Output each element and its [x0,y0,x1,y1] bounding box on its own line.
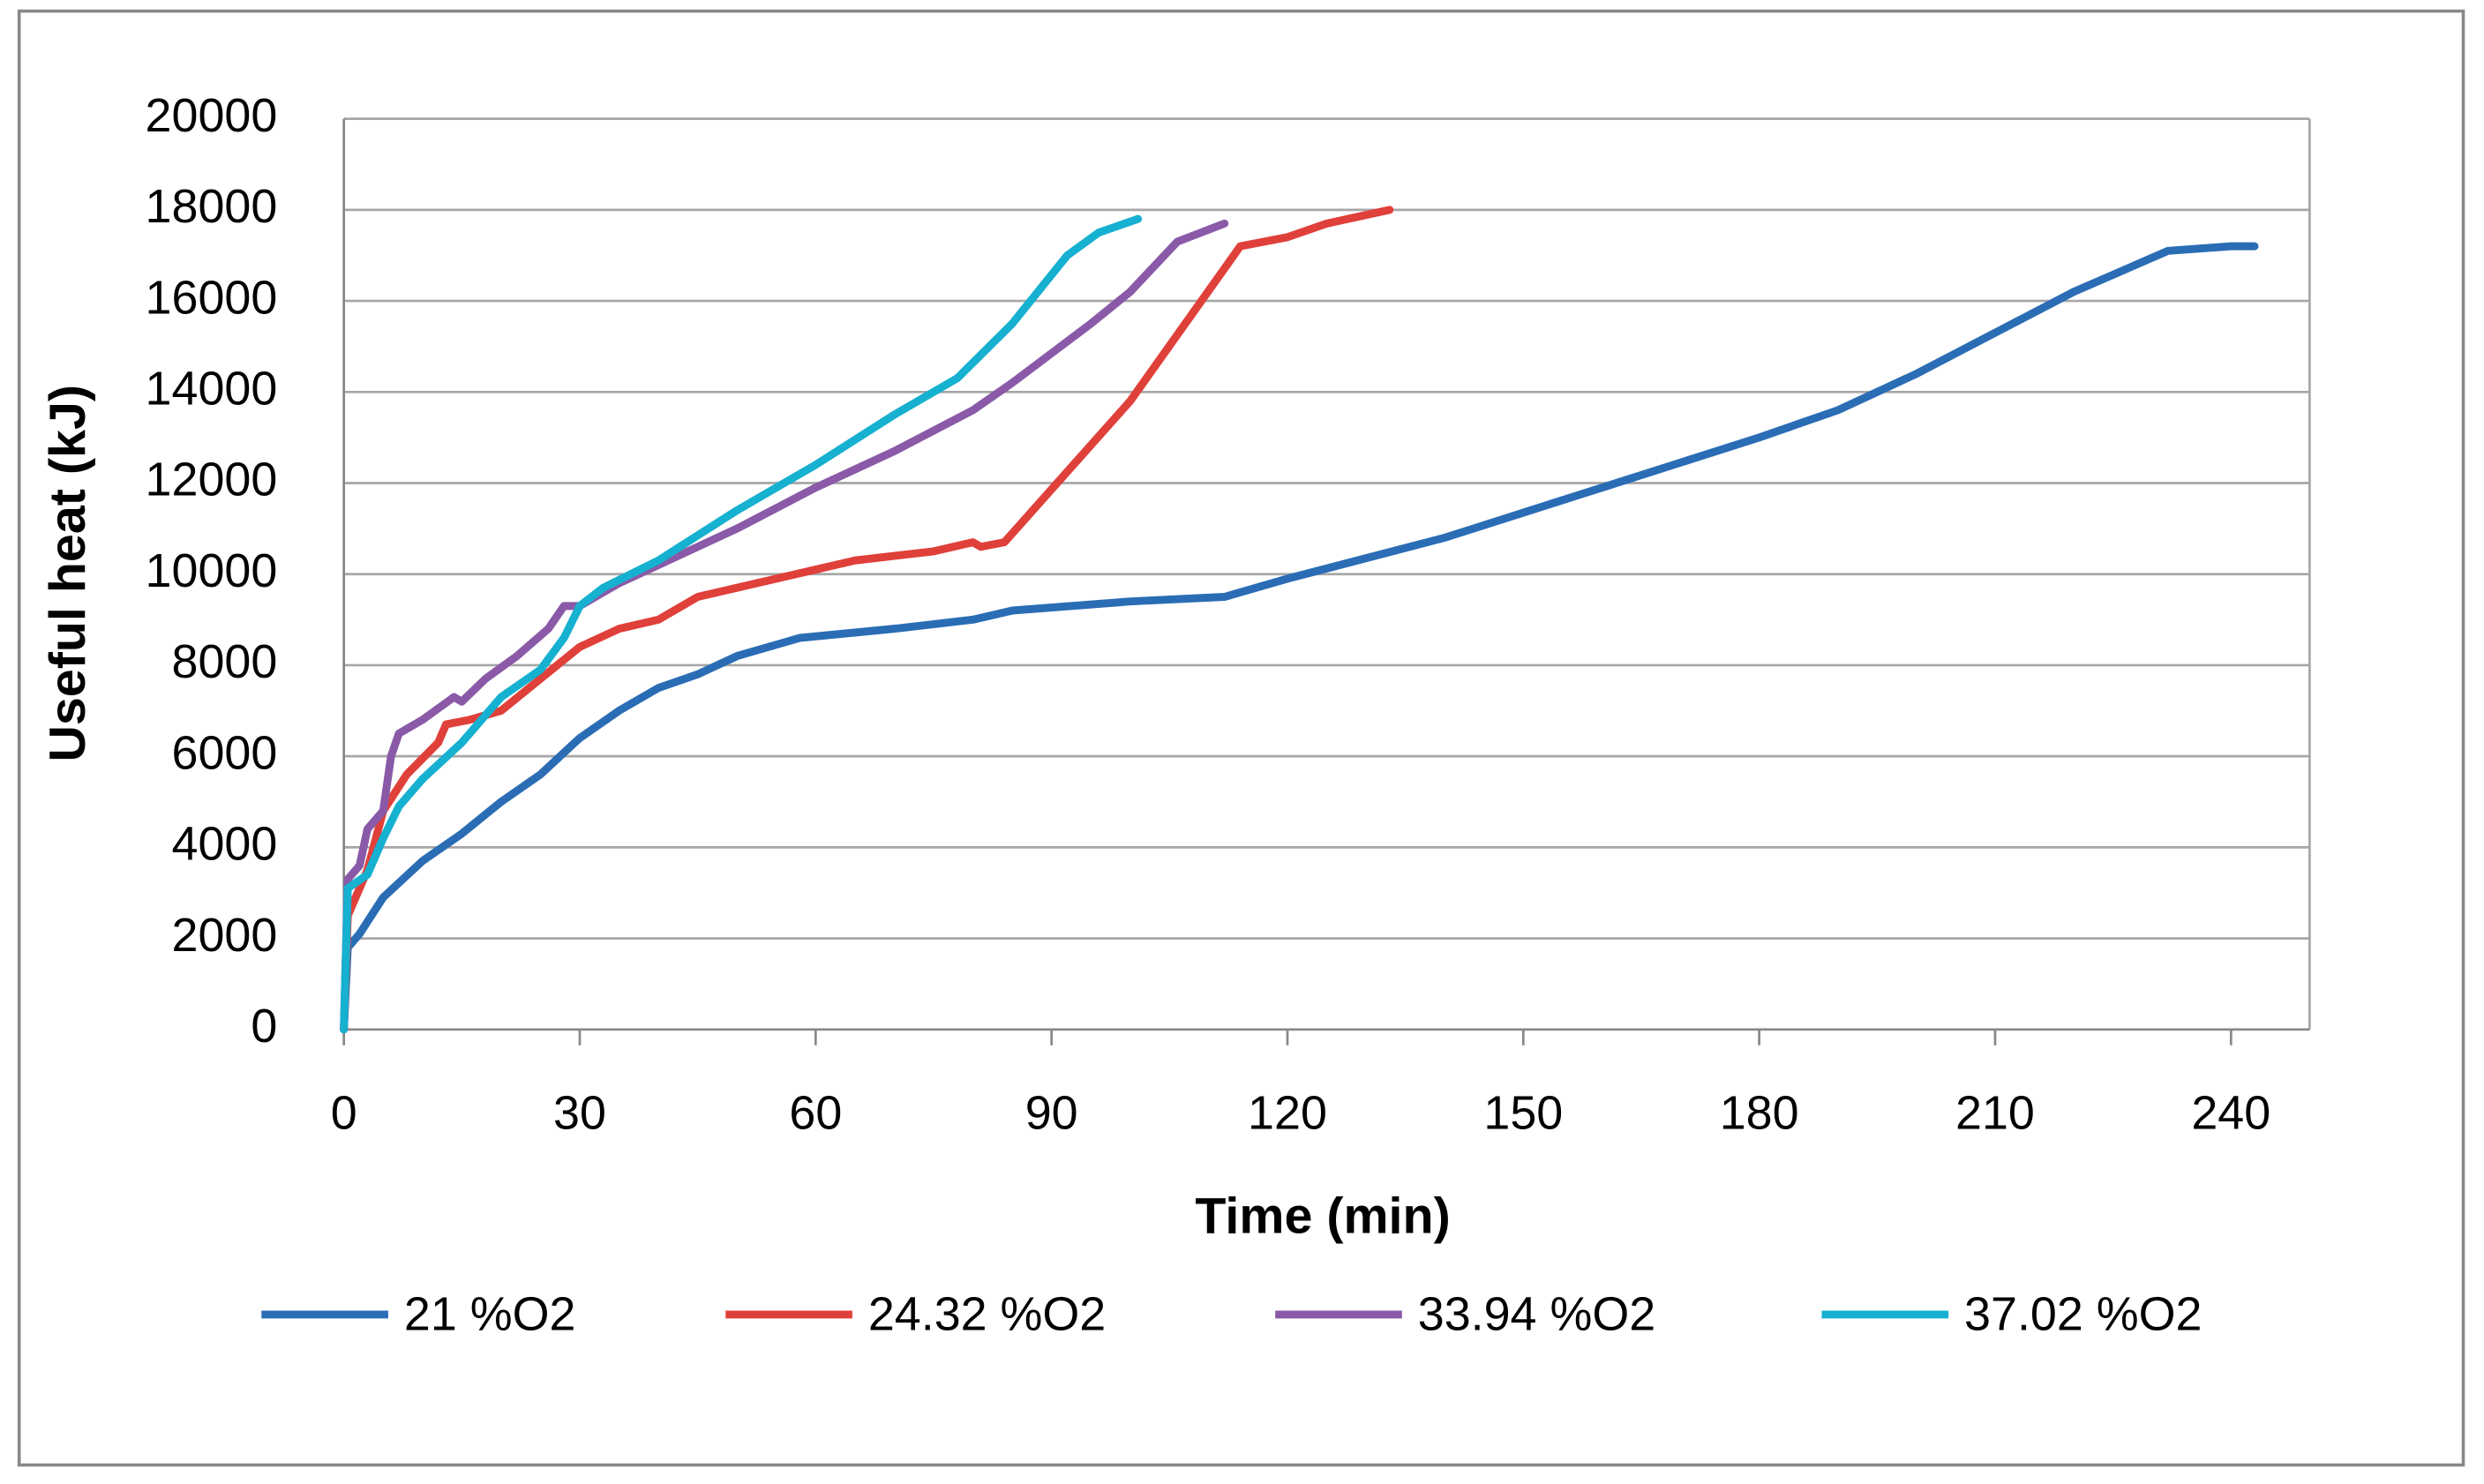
x-tick-label: 180 [1720,1087,1799,1140]
y-tick-label: 14000 [146,363,278,416]
x-tick-label: 240 [2191,1087,2270,1140]
y-tick-label: 6000 [171,726,277,779]
y-tick-label: 10000 [146,544,278,597]
legend-label: 33.94 %O2 [1418,1288,1655,1341]
x-tick-label: 0 [331,1087,357,1140]
y-tick-label: 0 [251,1000,277,1053]
x-tick-label: 60 [789,1087,842,1140]
x-tick-label: 120 [1248,1087,1327,1140]
legend-label: 21 %O2 [404,1288,576,1341]
y-tick-label: 16000 [146,271,278,324]
y-tick-label: 20000 [146,89,278,142]
series-line [340,219,1229,1034]
x-tick-label: 90 [1025,1087,1078,1140]
chart-frame [17,9,2465,1467]
y-tick-label: 2000 [171,909,277,962]
y-tick-label: 12000 [146,453,278,506]
series-line [340,242,2259,1034]
x-tick-label: 150 [1483,1087,1563,1140]
x-axis-label: Time (min) [1195,1188,1450,1244]
y-tick-label: 4000 [171,818,277,871]
y-axis-label: Useful heat (kJ) [40,385,96,762]
series-line [340,214,1143,1034]
legend-label: 24.32 %O2 [868,1288,1106,1341]
x-tick-label: 30 [553,1087,606,1140]
y-tick-label: 8000 [171,635,277,688]
legend-label: 37.02 %O2 [1964,1288,2202,1341]
y-tick-label: 18000 [146,180,278,233]
x-tick-label: 210 [1955,1087,2035,1140]
series-line [340,206,1394,1034]
